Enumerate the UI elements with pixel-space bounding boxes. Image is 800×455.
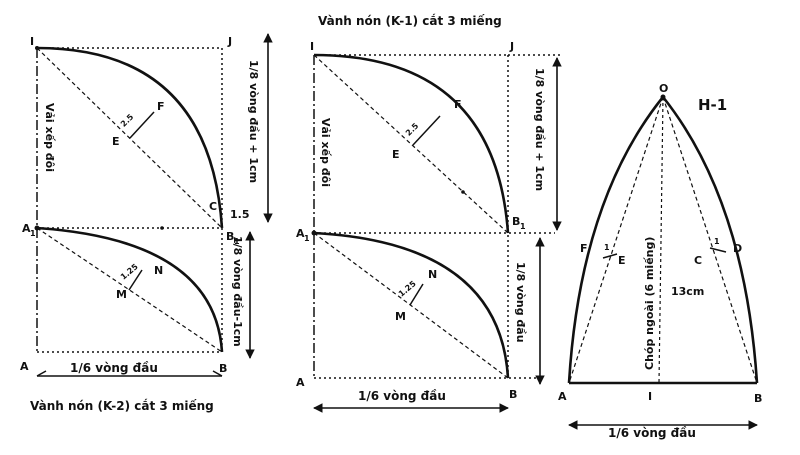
left-vertical-lower: 1/8 vòng đầu-1cm <box>231 236 244 347</box>
right-label-f: F <box>580 242 588 255</box>
right-dim-right: 1 <box>714 237 720 246</box>
left-label-i: I <box>30 35 34 48</box>
middle-vertical-lower: 1/8 vòng đầu <box>514 262 527 343</box>
left-label-a1: A <box>22 222 31 235</box>
middle-fabric-note: Vải xếp đôi <box>319 118 332 187</box>
right-label-e: E <box>618 254 626 267</box>
left-bottom-measure: 1/6 vòng đầu <box>70 361 158 375</box>
right-bottom-measure: 1/6 vòng đầu <box>608 426 696 440</box>
middle-label-f: F <box>454 98 462 111</box>
middle-label-e: E <box>392 148 400 161</box>
left-label-n: N <box>154 264 163 277</box>
left-dim-2-5: 2.5 <box>119 112 136 129</box>
left-diagonal-upper <box>36 47 223 229</box>
middle-label-b1: B <box>512 215 520 228</box>
middle-bottom-measure: 1/6 vòng đầu <box>358 389 446 403</box>
middle-label-j: J <box>509 40 514 53</box>
svg-text:1: 1 <box>520 222 526 231</box>
right-perp-fe <box>602 253 618 259</box>
svg-text:1: 1 <box>30 229 36 238</box>
right-dim-left: 1 <box>604 243 610 252</box>
right-perp-cd <box>709 247 727 253</box>
left-label-e: E <box>112 135 120 148</box>
left-label-m: M <box>116 288 127 301</box>
middle-label-a1: A <box>296 227 305 240</box>
middle-diagonal-lower <box>313 232 509 379</box>
middle-pattern <box>313 53 562 413</box>
left-label-c: C <box>209 200 217 213</box>
right-title: H-1 <box>698 96 727 114</box>
middle-label-m: M <box>395 310 406 323</box>
left-label-a: A <box>20 360 29 373</box>
left-perp-ef <box>129 111 155 139</box>
middle-vertical-upper: 1/8 vòng đầu + 1cm <box>533 68 546 191</box>
left-label-j: J <box>227 35 232 48</box>
right-label-b: B <box>754 392 762 405</box>
right-label-a: A <box>558 390 567 403</box>
right-straight-right <box>662 96 758 384</box>
svg-text:1: 1 <box>304 234 310 243</box>
right-label-c: C <box>694 254 702 267</box>
middle-label-n: N <box>428 268 437 281</box>
middle-diagonal-upper <box>313 54 509 234</box>
right-label-d: D <box>733 242 742 255</box>
right-label-o: O <box>659 82 668 95</box>
right-curve-right <box>661 96 759 384</box>
left-lower-curve <box>36 226 224 353</box>
right-straight-left <box>568 96 664 384</box>
right-center-line <box>658 96 664 384</box>
middle-label-a: A <box>296 376 305 389</box>
left-upper-curve <box>36 46 224 229</box>
right-curve-left <box>567 96 665 384</box>
middle-label-i: I <box>310 40 314 53</box>
middle-caption: Vành nón (K-1) cắt 3 miếng <box>318 14 502 28</box>
left-perp-mn <box>128 269 143 291</box>
middle-lower-curve <box>313 231 510 379</box>
left-label-f: F <box>157 100 165 113</box>
svg-text:1: 1 <box>234 237 240 246</box>
left-vertical-upper: 1/8 vòng đầu + 1cm <box>247 60 260 183</box>
right-label-i: I <box>648 390 652 403</box>
left-label-b: B <box>219 362 227 375</box>
left-label-b1: B <box>226 230 234 243</box>
left-diagonal-lower <box>36 227 223 353</box>
middle-upper-curve <box>313 53 510 234</box>
left-dim-1-5: 1.5 <box>230 208 250 221</box>
middle-perp-mn <box>409 283 424 306</box>
left-fabric-note: Vải xếp đôi <box>43 103 56 172</box>
middle-perp-ef <box>412 115 441 146</box>
right-pattern <box>567 96 759 430</box>
left-caption: Vành nón (K-2) cắt 3 miếng <box>30 399 214 413</box>
middle-label-b: B <box>509 388 517 401</box>
left-pattern <box>36 33 273 377</box>
middle-dim-2-5: 2.5 <box>404 121 421 138</box>
right-center-note: Chóp ngoài (6 miếng) <box>643 237 656 370</box>
right-height: 13cm <box>671 285 704 298</box>
